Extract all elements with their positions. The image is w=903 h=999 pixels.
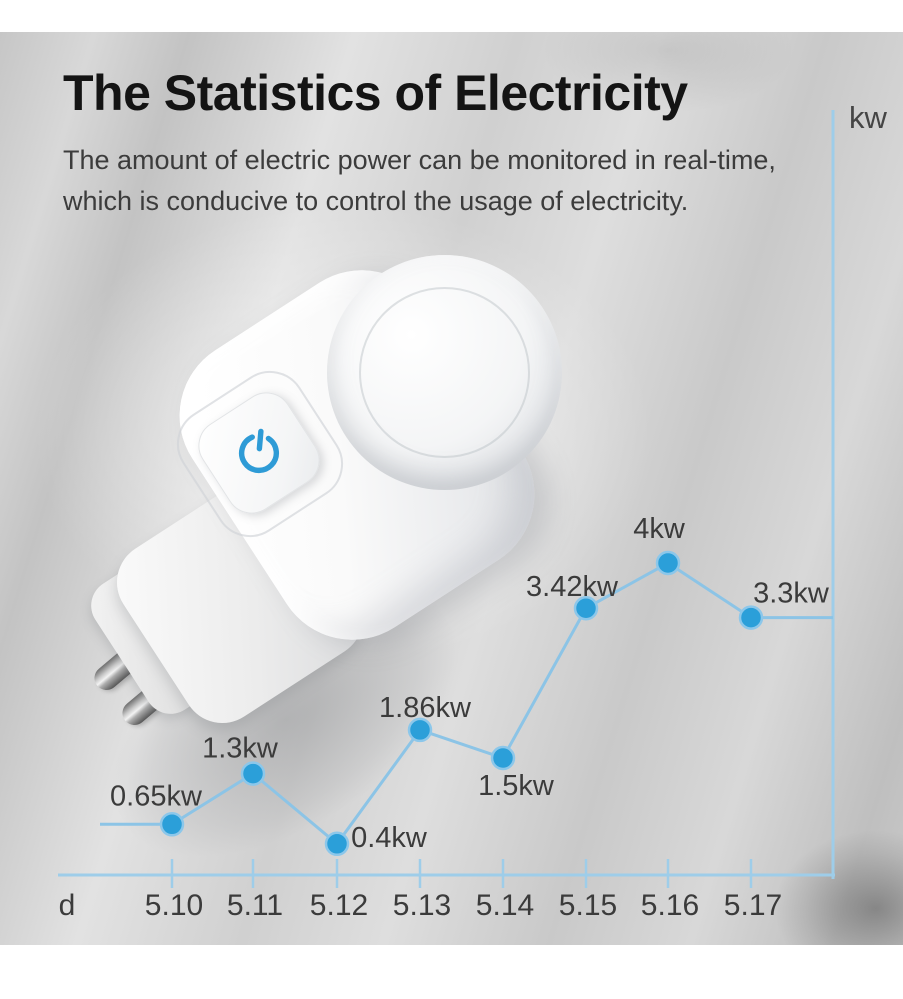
subtitle: The amount of electric power can be moni… [63,140,783,222]
bottom-margin [0,945,903,999]
page-title: The Statistics of Electricity [63,65,688,121]
power-icon [238,428,280,474]
smart-plug-image [68,235,565,910]
subtitle-line-2: which is conducive to control the usage … [63,186,689,216]
subtitle-line-1: The amount of electric power can be moni… [63,145,776,175]
power-button [188,382,330,524]
plug-socket-face [327,255,562,490]
